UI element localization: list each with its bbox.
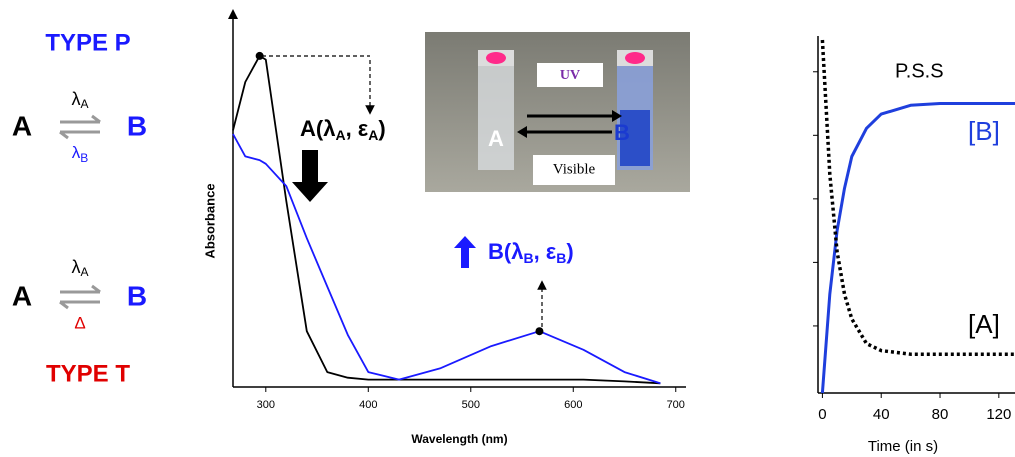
lambda: λ <box>71 257 80 277</box>
lambda-a: λA <box>71 89 88 111</box>
increase-arrow <box>454 236 476 268</box>
x-tick-label: 600 <box>564 399 582 411</box>
subscript: B <box>556 250 566 266</box>
subscript: B <box>80 151 88 165</box>
lambda-b: λB <box>72 143 89 165</box>
annotation-text: , ε <box>346 116 369 141</box>
annotation-text: A(λ <box>300 116 335 141</box>
x-tick-label: 700 <box>667 399 685 411</box>
x-tick-label: 500 <box>462 399 480 411</box>
subscript: A <box>80 97 88 111</box>
species-a: A <box>12 110 32 141</box>
uv-label: UV <box>560 68 580 83</box>
species-b: B <box>127 110 147 141</box>
axis-arrow <box>228 9 238 19</box>
x-tick-label: 40 <box>873 406 890 423</box>
x-tick-label: 300 <box>257 399 275 411</box>
lambda: λ <box>72 143 81 162</box>
x-axis-label: Time (in s) <box>868 438 938 455</box>
equilibrium-arrows <box>59 114 101 140</box>
species-a: A <box>12 280 32 311</box>
data-line <box>820 39 1015 356</box>
x-tick-label: 80 <box>932 406 949 423</box>
subscript: A <box>80 265 88 279</box>
x-axis-label: Wavelength (nm) <box>411 432 507 446</box>
peak-annotation: B(λB, εB) <box>488 239 574 266</box>
lambda: λ <box>71 89 80 109</box>
lambda-a: λA <box>71 257 88 279</box>
x-tick-label: 120 <box>986 406 1011 423</box>
subscript: B <box>523 250 533 266</box>
data-line <box>232 133 661 385</box>
annotation-text: ) <box>378 116 385 141</box>
peak-annotation: A(λA, εA) <box>300 116 386 143</box>
data-line <box>820 102 1015 394</box>
annotation-text: , ε <box>534 239 557 264</box>
series-label: [B] <box>968 116 1000 146</box>
subscript: A <box>368 127 378 143</box>
species-b: B <box>127 280 147 311</box>
annotation-text: ) <box>566 239 573 264</box>
x-tick-label: 400 <box>359 399 377 411</box>
annotation-text: B(λ <box>488 239 523 264</box>
series-label: [A] <box>968 309 1000 339</box>
peak-marker <box>255 51 264 60</box>
peak-marker <box>535 327 544 336</box>
subscript: A <box>335 127 345 143</box>
equilibrium-arrows <box>59 284 101 310</box>
decrease-arrow <box>292 150 328 202</box>
vial-a: A <box>488 126 504 151</box>
vial-b: B <box>614 120 630 145</box>
x-tick-label: 0 <box>818 406 826 423</box>
type-t: TYPE T <box>46 360 130 387</box>
visible-label: Visible <box>553 161 596 177</box>
delta: Δ <box>74 313 85 332</box>
y-axis-label: Absorbance <box>202 183 217 258</box>
photo-inset: UV Visible A B <box>425 32 690 192</box>
pss-label: P.S.S <box>895 60 944 82</box>
type-p: TYPE P <box>45 29 130 56</box>
